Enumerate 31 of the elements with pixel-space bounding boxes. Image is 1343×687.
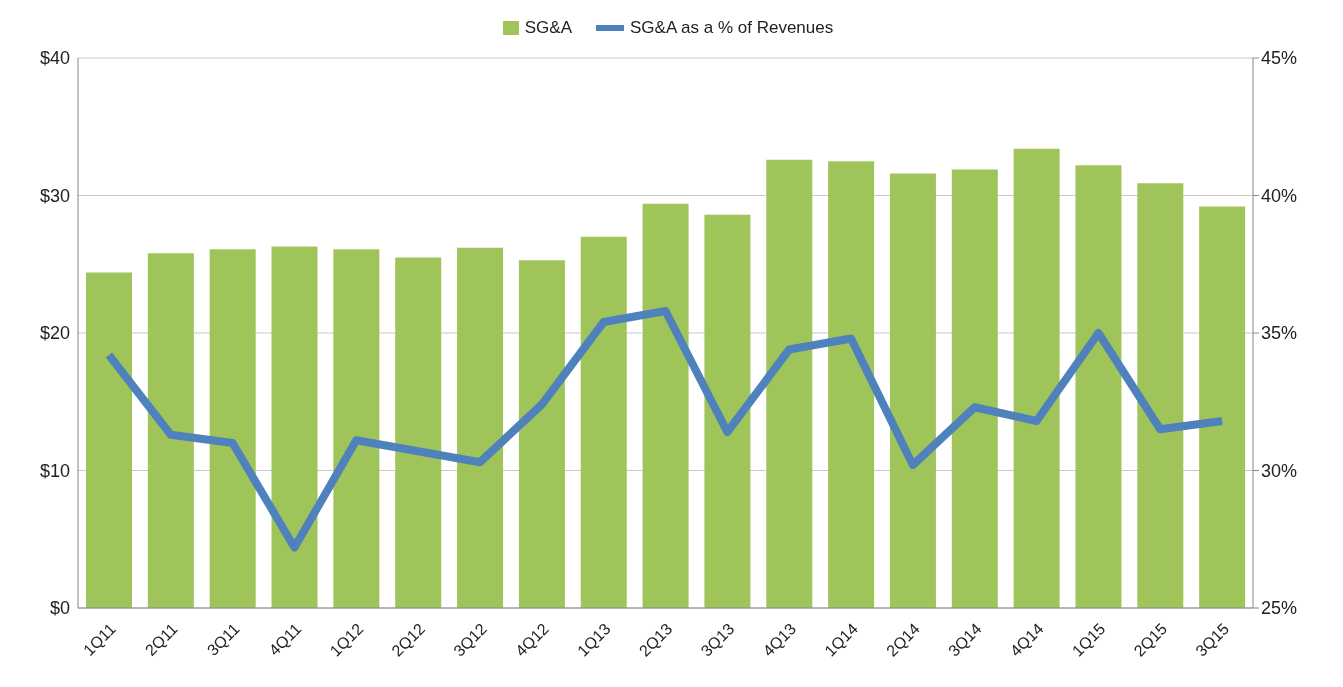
y2-tick-label: 25% [1261, 598, 1298, 619]
bar [1075, 165, 1122, 608]
bar [766, 159, 813, 608]
y-tick-label: $0 [49, 598, 70, 619]
y2-tick-label: 40% [1261, 185, 1298, 206]
bar [704, 214, 751, 608]
y-tick-label: $10 [39, 460, 70, 481]
bar [1013, 148, 1060, 608]
bar [580, 236, 627, 608]
legend-label: SG&A as a % of Revenues [630, 18, 834, 38]
bar [395, 257, 442, 608]
bar [642, 203, 689, 608]
bar [951, 169, 998, 608]
y-tick-label: $30 [39, 185, 70, 206]
bar [147, 253, 194, 608]
bar [1199, 206, 1246, 608]
y2-tick-label: 35% [1261, 323, 1298, 344]
bar [889, 173, 936, 608]
y2-tick-label: 30% [1261, 460, 1298, 481]
bar [518, 260, 565, 608]
bar [86, 272, 132, 608]
bar [1137, 183, 1184, 608]
bar [271, 246, 318, 608]
legend-label: SG&A [524, 18, 573, 38]
bar [209, 249, 256, 608]
bar [457, 247, 504, 608]
y2-tick-label: 45% [1261, 48, 1298, 69]
y-tick-label: $40 [39, 48, 70, 69]
bar [333, 249, 380, 608]
bar [828, 161, 875, 608]
y-tick-label: $20 [39, 323, 70, 344]
